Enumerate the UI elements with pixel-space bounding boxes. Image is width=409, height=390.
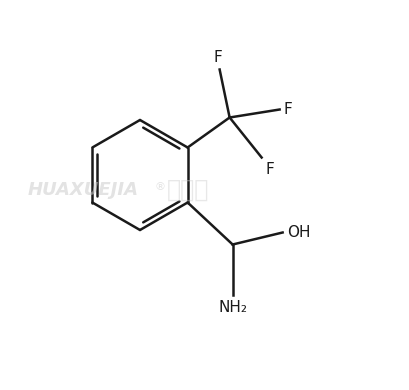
Text: F: F <box>265 161 274 177</box>
Text: F: F <box>283 102 292 117</box>
Text: F: F <box>213 50 222 66</box>
Text: 化学加: 化学加 <box>167 178 209 202</box>
Text: OH: OH <box>287 225 310 240</box>
Text: HUAXUEJIA: HUAXUEJIA <box>28 181 139 199</box>
Text: ®: ® <box>155 182 166 192</box>
Text: NH₂: NH₂ <box>218 301 247 316</box>
